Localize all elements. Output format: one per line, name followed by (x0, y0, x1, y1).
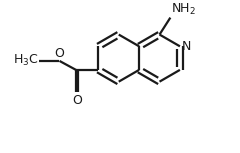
Text: H$_3$C: H$_3$C (13, 53, 39, 69)
Text: O: O (72, 94, 82, 107)
Text: N: N (181, 40, 191, 53)
Text: O: O (54, 47, 64, 60)
Text: NH$_2$: NH$_2$ (171, 2, 196, 17)
